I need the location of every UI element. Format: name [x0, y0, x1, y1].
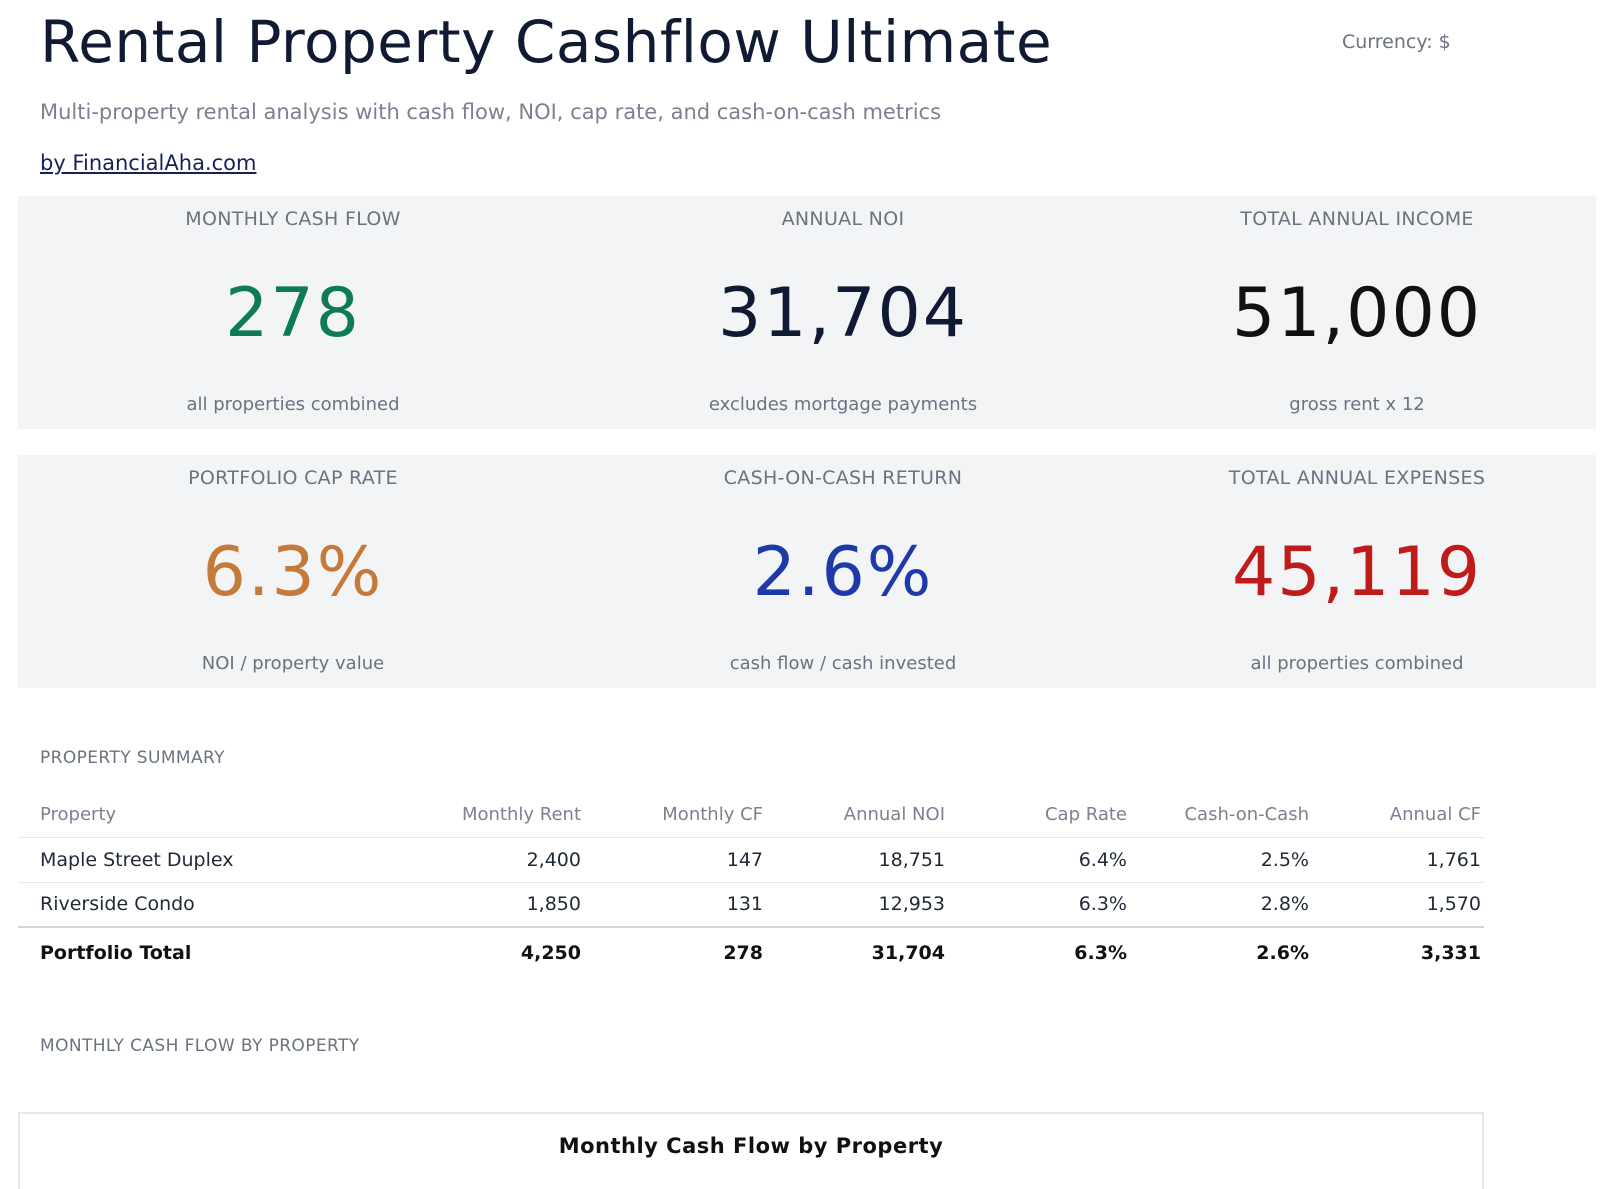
- cell-cash-on-cash: 2.6%: [1130, 926, 1312, 977]
- metric-monthly-cash-flow: MONTHLY CASH FLOW 278 all properties com…: [18, 196, 568, 429]
- metric-label: PORTFOLIO CAP RATE: [188, 467, 398, 489]
- column-header-monthly-rent: Monthly Rent: [402, 793, 584, 838]
- metric-portfolio-cap-rate: PORTFOLIO CAP RATE 6.3% NOI / property v…: [18, 455, 568, 688]
- column-header-cap-rate: Cap Rate: [948, 793, 1130, 838]
- cell-property: Portfolio Total: [18, 926, 402, 977]
- metric-value: 45,119: [1232, 533, 1482, 612]
- cell-annual-noi: 31,704: [766, 926, 948, 977]
- cell-monthly-rent: 4,250: [402, 926, 584, 977]
- cell-annual-cf: 3,331: [1312, 926, 1484, 977]
- metric-total-annual-expenses: TOTAL ANNUAL EXPENSES 45,119 all propert…: [1118, 455, 1596, 688]
- cell-cap-rate: 6.4%: [948, 837, 1130, 883]
- cell-monthly-cf: 147: [584, 837, 766, 883]
- metric-total-annual-income: TOTAL ANNUAL INCOME 51,000 gross rent x …: [1118, 196, 1596, 429]
- cell-monthly-cf: 131: [584, 882, 766, 928]
- metric-caption: excludes mortgage payments: [708, 394, 978, 415]
- page-subtitle: Multi-property rental analysis with cash…: [40, 100, 942, 124]
- table-header-row: Property Monthly Rent Monthly CF Annual …: [18, 793, 1484, 838]
- page-title: Rental Property Cashflow Ultimate: [40, 8, 1053, 76]
- metric-value: 31,704: [718, 274, 968, 353]
- cell-monthly-rent: 1,850: [402, 882, 584, 928]
- metric-label: ANNUAL NOI: [781, 208, 905, 230]
- cell-annual-cf: 1,761: [1312, 837, 1484, 883]
- cell-property: Maple Street Duplex: [18, 837, 402, 883]
- metric-label: TOTAL ANNUAL EXPENSES: [1228, 467, 1486, 489]
- column-header-cash-on-cash: Cash-on-Cash: [1130, 793, 1312, 838]
- chart-title: Monthly Cash Flow by Property: [558, 1134, 944, 1158]
- financialaha-link[interactable]: by FinancialAha.com: [40, 151, 257, 175]
- metric-label: MONTHLY CASH FLOW: [185, 208, 401, 230]
- metric-caption: NOI / property value: [201, 653, 385, 674]
- cell-cap-rate: 6.3%: [948, 926, 1130, 977]
- cell-monthly-cf: 278: [584, 926, 766, 977]
- metric-label: TOTAL ANNUAL INCOME: [1240, 208, 1474, 230]
- cell-cash-on-cash: 2.5%: [1130, 837, 1312, 883]
- metrics-row-primary: MONTHLY CASH FLOW 278 all properties com…: [18, 196, 1596, 429]
- column-header-monthly-cf: Monthly CF: [584, 793, 766, 838]
- cash-flow-chart-panel: Monthly Cash Flow by Property: [18, 1112, 1484, 1189]
- column-header-property: Property: [18, 793, 402, 838]
- cell-annual-noi: 18,751: [766, 837, 948, 883]
- metric-caption: all properties combined: [186, 394, 400, 415]
- metric-annual-noi: ANNUAL NOI 31,704 excludes mortgage paym…: [568, 196, 1118, 429]
- table-row: Maple Street Duplex 2,400 147 18,751 6.4…: [18, 837, 1484, 883]
- metric-caption: gross rent x 12: [1289, 394, 1425, 415]
- cash-flow-chart-heading: MONTHLY CASH FLOW BY PROPERTY: [40, 1036, 360, 1056]
- metrics-row-secondary: PORTFOLIO CAP RATE 6.3% NOI / property v…: [18, 455, 1596, 688]
- metric-value: 2.6%: [752, 533, 934, 612]
- property-summary-table: Property Monthly Rent Monthly CF Annual …: [18, 793, 1484, 977]
- cell-annual-cf: 1,570: [1312, 882, 1484, 928]
- cell-cap-rate: 6.3%: [948, 882, 1130, 928]
- metric-value: 278: [225, 274, 361, 353]
- metric-caption: cash flow / cash invested: [729, 653, 957, 674]
- table-row: Riverside Condo 1,850 131 12,953 6.3% 2.…: [18, 882, 1484, 928]
- cell-cash-on-cash: 2.8%: [1130, 882, 1312, 928]
- cell-property: Riverside Condo: [18, 882, 402, 928]
- metric-cash-on-cash-return: CASH-ON-CASH RETURN 2.6% cash flow / cas…: [568, 455, 1118, 688]
- table-total-row: Portfolio Total 4,250 278 31,704 6.3% 2.…: [18, 926, 1484, 977]
- cell-annual-noi: 12,953: [766, 882, 948, 928]
- property-summary-heading: PROPERTY SUMMARY: [40, 748, 225, 768]
- metric-value: 6.3%: [202, 533, 384, 612]
- column-header-annual-cf: Annual CF: [1312, 793, 1484, 838]
- cell-monthly-rent: 2,400: [402, 837, 584, 883]
- column-header-annual-noi: Annual NOI: [766, 793, 948, 838]
- metric-caption: all properties combined: [1250, 653, 1464, 674]
- currency-indicator: Currency: $: [1342, 31, 1451, 53]
- metric-value: 51,000: [1232, 274, 1482, 353]
- metric-label: CASH-ON-CASH RETURN: [723, 467, 963, 489]
